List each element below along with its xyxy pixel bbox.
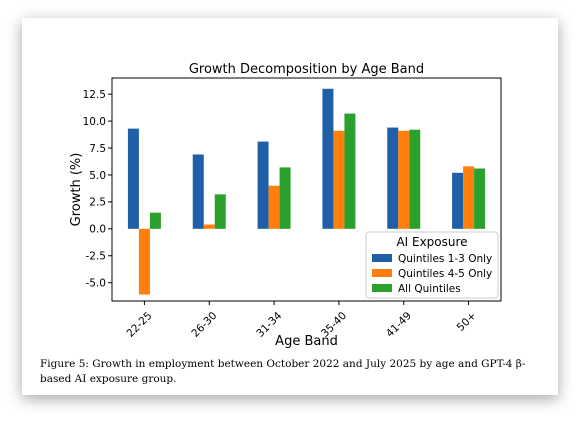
- plot-frame: [111, 77, 502, 302]
- y-tick-label--2.5: -2.5: [86, 251, 107, 263]
- y-tick-label-12.5: 12.5: [83, 89, 106, 101]
- legend-swatch-2: [372, 269, 392, 277]
- bar-41-49-series-1: [387, 127, 399, 229]
- bar-26-30-series-2: [203, 224, 215, 229]
- bar-26-30-series-3: [214, 194, 226, 229]
- bar-26-30-series-1: [192, 154, 204, 229]
- bar-22-25-series-1: [127, 128, 139, 229]
- bar-50+-series-3: [474, 168, 486, 229]
- bar-35-40-series-1: [322, 88, 334, 229]
- bar-22-25-series-3: [149, 212, 161, 229]
- bar-31-34-series-2: [268, 185, 280, 229]
- bar-31-34-series-3: [279, 167, 291, 229]
- bar-41-49-series-3: [409, 129, 421, 229]
- x-axis-label: Age Band: [275, 334, 338, 349]
- legend-swatch-1: [372, 254, 392, 262]
- y-tick-label-7.5: 7.5: [89, 143, 106, 155]
- y-axis-label: Growth (%): [69, 153, 84, 227]
- legend-title: AI Exposure: [396, 235, 467, 249]
- legend-swatch-3: [372, 284, 392, 292]
- y-tick-label-0.0: 0.0: [89, 224, 106, 236]
- bar-41-49-series-2: [398, 130, 410, 229]
- bar-50+-series-1: [452, 172, 464, 229]
- y-tick-label-10.0: 10.0: [83, 116, 106, 128]
- bar-31-34-series-1: [257, 141, 269, 229]
- bar-35-40-series-2: [333, 130, 345, 229]
- bar-22-25-series-2: [138, 228, 150, 295]
- legend-label-2: Quintiles 4-5 Only: [398, 268, 492, 280]
- x-tick-label-22-25: 22-25: [125, 310, 155, 340]
- legend-label-1: Quintiles 1-3 Only: [398, 253, 492, 265]
- legend-box: [365, 231, 499, 299]
- x-tick-label-26-30: 26-30: [189, 310, 219, 340]
- y-tick-label-5.0: 5.0: [89, 170, 106, 182]
- y-tick-label-2.5: 2.5: [89, 197, 106, 209]
- bar-35-40-series-3: [344, 113, 356, 229]
- bar-50+-series-2: [463, 166, 475, 229]
- x-tick-label-41-49: 41-49: [384, 310, 414, 340]
- legend-label-3: All Quintiles: [398, 283, 461, 295]
- x-tick-label-50+: 50+: [455, 310, 479, 334]
- y-tick-label--5.0: -5.0: [86, 277, 107, 289]
- chart-title: Growth Decomposition by Age Band: [189, 62, 424, 77]
- figure-caption: Figure 5: Growth in employment between O…: [40, 358, 526, 385]
